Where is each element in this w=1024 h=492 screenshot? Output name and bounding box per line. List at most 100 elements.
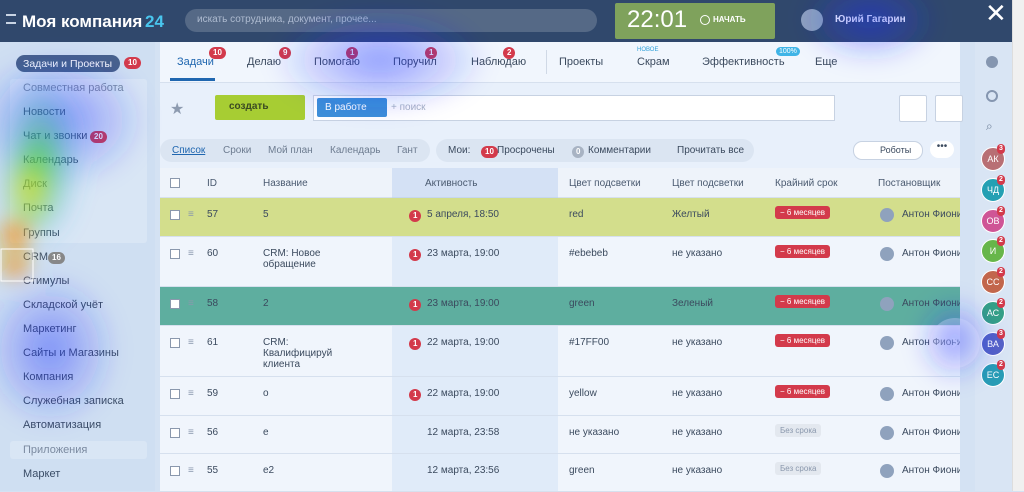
view-link[interactable]: Список xyxy=(172,145,206,156)
column-header[interactable]: Цвет подсветки xyxy=(569,178,641,189)
column-header[interactable]: Постановщик xyxy=(878,178,941,189)
deadline[interactable]: − 6 месяцев xyxy=(775,245,831,258)
row-menu[interactable]: ≡ xyxy=(188,248,194,259)
filter-box[interactable]: В работе + поиск xyxy=(313,95,835,121)
row-checkbox[interactable] xyxy=(170,299,180,309)
start-button[interactable]: НАЧАТЬ xyxy=(713,15,746,24)
deadline[interactable]: Без срока xyxy=(775,462,822,475)
header-checkbox[interactable] xyxy=(170,178,180,188)
filter-tag[interactable]: В работе xyxy=(317,98,387,117)
tab[interactable]: Делаю xyxy=(247,56,281,68)
tab[interactable]: Наблюдаю xyxy=(471,56,527,68)
lightning-button[interactable] xyxy=(935,95,963,122)
sidebar-item[interactable]: Новости xyxy=(23,106,66,118)
row-checkbox[interactable] xyxy=(170,466,180,476)
tab[interactable]: Эффективность xyxy=(702,56,785,68)
create-button[interactable]: создать xyxy=(215,95,305,120)
author-name[interactable]: Антон Фионик xyxy=(902,427,960,438)
author-name[interactable]: Антон Фионик xyxy=(902,209,960,220)
read-all[interactable]: Прочитать все xyxy=(677,145,745,156)
my-count[interactable]: 10 xyxy=(481,146,498,158)
deadline[interactable]: − 6 месяцев xyxy=(775,334,831,347)
task-name[interactable]: CRM: Новое обращение xyxy=(263,248,321,270)
scrollbar xyxy=(1012,0,1024,491)
sidebar-item[interactable]: Маркет xyxy=(23,468,61,481)
color-b: не указано xyxy=(672,337,723,348)
sidebar-item[interactable]: Диск xyxy=(23,178,47,191)
tab[interactable]: Проекты xyxy=(559,56,604,68)
notif-icon[interactable] xyxy=(986,56,998,68)
row-checkbox[interactable] xyxy=(170,389,180,399)
column-header[interactable]: ID xyxy=(207,178,217,189)
tab[interactable]: Еще xyxy=(815,56,838,68)
sidebar-section-title[interactable]: Приложения xyxy=(23,444,88,457)
my-item[interactable]: Просрочены xyxy=(497,145,555,156)
search-box[interactable]: искать сотрудника, документ, прочее... xyxy=(185,9,597,32)
row-menu[interactable]: ≡ xyxy=(188,298,194,309)
task-name[interactable]: 5 xyxy=(263,209,269,220)
author-name[interactable]: Антон Фионик xyxy=(902,465,960,476)
row-checkbox[interactable] xyxy=(170,338,180,348)
deadline[interactable]: − 6 месяцев xyxy=(775,385,831,398)
row-menu[interactable]: ≡ xyxy=(188,465,194,476)
deadline[interactable]: Без срока xyxy=(775,424,822,437)
task-name[interactable]: 2 xyxy=(263,298,269,309)
author-avatar xyxy=(880,387,894,401)
sidebar-item[interactable]: Чат и звонки xyxy=(23,130,88,143)
column-header[interactable]: Крайний срок xyxy=(775,178,838,189)
star-icon[interactable]: ★ xyxy=(170,101,185,118)
row-checkbox[interactable] xyxy=(170,249,180,259)
row-menu[interactable]: ≡ xyxy=(188,388,194,399)
activity-date: 22 марта, 19:00 xyxy=(427,388,500,399)
search-icon[interactable]: ⌕ xyxy=(986,119,993,133)
sidebar-item[interactable]: Сайты и Магазины xyxy=(23,347,119,359)
sidebar-item[interactable]: Складской учёт xyxy=(23,298,103,311)
view-link[interactable]: Мой план xyxy=(268,145,313,156)
sidebar-item[interactable]: CRM xyxy=(23,250,49,263)
robots-button[interactable]: Роботы xyxy=(853,141,923,160)
chat-icon[interactable] xyxy=(986,90,998,102)
author-name[interactable]: Антон Фионик xyxy=(902,248,960,259)
author-name[interactable]: Антон Фионик xyxy=(902,388,960,399)
close-button[interactable]: ✕ xyxy=(985,0,1007,28)
settings-button[interactable] xyxy=(899,95,927,122)
column-header[interactable]: Название xyxy=(263,178,308,189)
task-name[interactable]: е2 xyxy=(263,465,275,476)
row-menu[interactable]: ≡ xyxy=(188,337,194,348)
sidebar-item[interactable]: Стимулы xyxy=(23,274,70,287)
my-item[interactable]: Комментарии xyxy=(588,145,651,156)
row-menu[interactable]: ≡ xyxy=(188,209,194,220)
row-checkbox[interactable] xyxy=(170,210,180,220)
sidebar-top-item[interactable]: Задачи и Проекты xyxy=(16,55,120,72)
deadline[interactable]: − 6 месяцев xyxy=(775,295,831,308)
task-name[interactable]: CRM: Квалифицируй клиента xyxy=(263,337,333,370)
column-header[interactable]: Активность xyxy=(425,178,478,189)
column-header[interactable]: Цвет подсветки xyxy=(672,178,744,189)
view-link[interactable]: Гант xyxy=(397,145,418,156)
sidebar-section-title[interactable]: Совместная работа xyxy=(23,82,124,94)
color-a: green xyxy=(569,465,595,476)
deadline[interactable]: − 6 месяцев xyxy=(775,206,831,219)
sidebar-item[interactable]: Компания xyxy=(23,371,74,384)
row-checkbox[interactable] xyxy=(170,428,180,438)
tab[interactable]: Задачи xyxy=(177,56,214,68)
row-menu[interactable]: ≡ xyxy=(188,427,194,438)
author-name[interactable]: Антон Фионик xyxy=(902,298,960,309)
color-a: #17FF00 xyxy=(569,337,610,348)
sidebar-item[interactable]: Служебная записка xyxy=(23,395,124,408)
sidebar-item[interactable]: Маркетинг xyxy=(23,322,77,335)
task-name[interactable]: е xyxy=(263,427,269,438)
more-button[interactable]: ••• xyxy=(930,141,954,158)
sidebar-item[interactable]: Группы xyxy=(23,226,60,239)
sidebar-item[interactable]: Календарь xyxy=(23,154,79,167)
clock-box[interactable] xyxy=(615,3,775,39)
scroll-arrow[interactable]: › xyxy=(930,318,980,368)
tab[interactable]: Скрам xyxy=(637,56,670,68)
task-name[interactable]: о xyxy=(263,388,269,399)
view-link[interactable]: Сроки xyxy=(223,145,252,156)
sidebar-item[interactable]: Автоматизация xyxy=(23,419,102,432)
user-name[interactable]: Юрий Гагарин xyxy=(835,14,906,25)
view-link[interactable]: Календарь xyxy=(330,145,381,156)
my-count[interactable]: 0 xyxy=(572,146,585,158)
sidebar-item[interactable]: Почта xyxy=(23,202,54,215)
